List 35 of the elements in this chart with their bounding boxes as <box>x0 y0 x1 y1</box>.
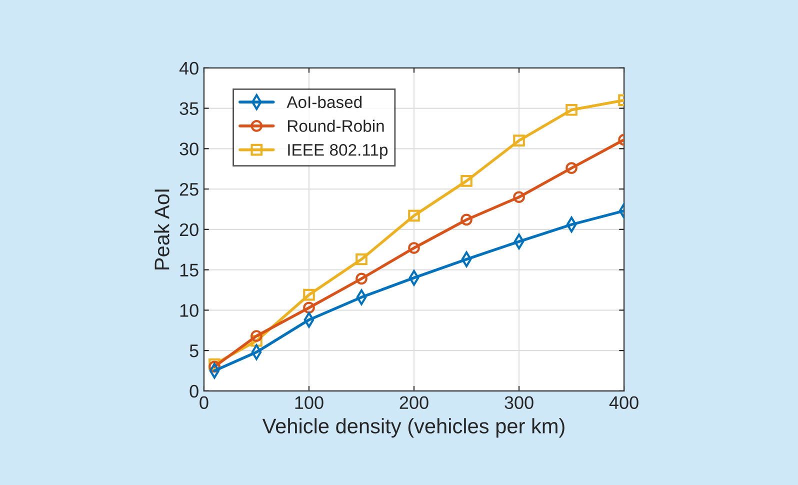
y-tick-label: 0 <box>190 384 198 398</box>
point <box>566 162 578 174</box>
x-tick-label: 300 <box>504 396 534 410</box>
point <box>303 302 315 314</box>
y-tick-label: 40 <box>179 62 198 75</box>
point <box>208 360 220 373</box>
point <box>566 104 578 116</box>
y-tick-label: 15 <box>180 264 198 276</box>
point <box>250 334 262 347</box>
point <box>356 272 368 285</box>
point <box>356 253 368 266</box>
x-axis-title: Vehicle density (vehicles per km) <box>262 418 564 438</box>
y-tick-label: 35 <box>180 102 198 115</box>
x-tick-label: 100 <box>295 396 324 410</box>
y-axis-title: Peak AoI <box>154 190 170 270</box>
point <box>303 288 315 301</box>
point <box>460 175 472 187</box>
x-tick-label: 400 <box>609 396 638 410</box>
y-tick-label: 20 <box>180 223 198 236</box>
point <box>250 330 262 342</box>
point <box>513 134 525 146</box>
y-tick-label: 5 <box>190 344 198 358</box>
x-tick-label: 0 <box>200 396 208 410</box>
x-tick-label: 200 <box>400 396 428 410</box>
point <box>513 191 525 204</box>
point <box>408 210 420 222</box>
point <box>460 214 472 226</box>
point <box>408 242 420 254</box>
y-tick-label: 10 <box>180 304 198 317</box>
y-tick-label: 25 <box>180 182 198 196</box>
legend-label: IEEE 802.11p <box>288 144 388 160</box>
point <box>208 358 220 370</box>
legend-label: AoI-based <box>286 96 362 108</box>
y-tick-label: 30 <box>180 142 198 156</box>
legend-label: Round-Robin <box>288 120 384 132</box>
